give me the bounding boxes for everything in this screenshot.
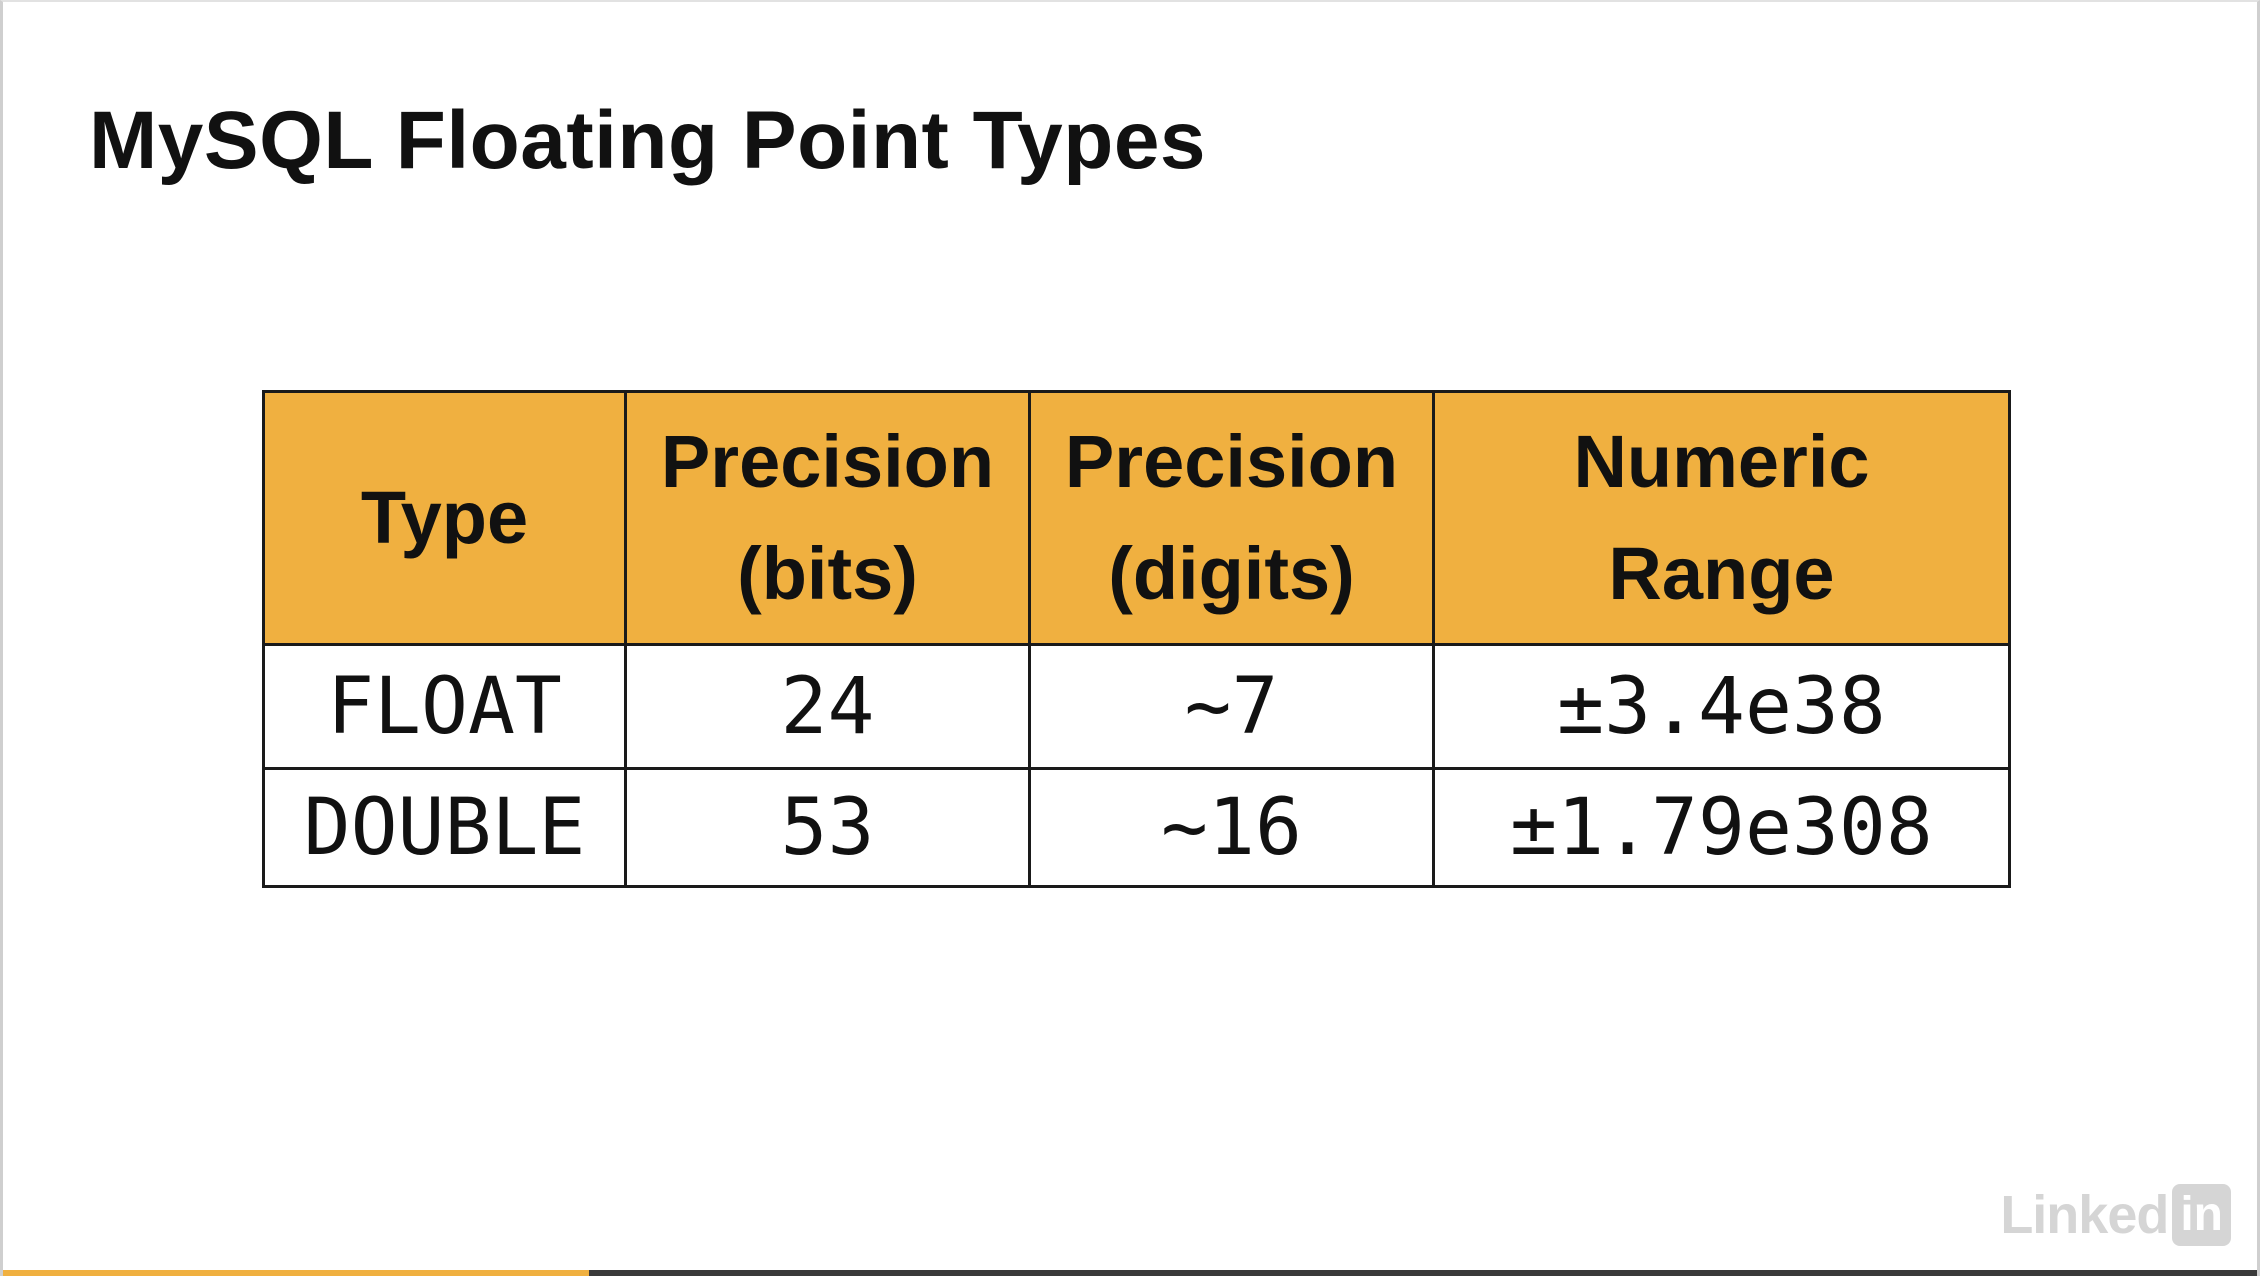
slide-title: MySQL Floating Point Types [89,95,1207,186]
linkedin-watermark: Linked in [2000,1184,2231,1246]
cell-precision-bits: 24 [624,643,1031,770]
header-precision-bits-line-1: Precision [660,420,995,503]
cell-precision-digits: ~7 [1028,643,1435,770]
cell-numeric-range: ±1.79e308 [1432,767,2011,888]
video-progress-fill [3,1270,590,1276]
cell-type: DOUBLE [262,767,627,888]
cell-precision-digits: ~16 [1028,767,1435,888]
floating-point-types-table: Type Precision (bits) Precision (digits)… [262,390,2011,888]
header-precision-bits: Precision (bits) [624,390,1031,646]
header-precision-digits-line-1: Precision [1064,420,1399,503]
header-numeric-range: Numeric Range [1432,390,2011,646]
video-progress-bar[interactable] [3,1270,2257,1276]
cell-type: FLOAT [262,643,627,770]
header-numeric-range-line-2: Range [1608,532,1835,615]
header-precision-digits: Precision (digits) [1028,390,1435,646]
linkedin-logo-text: Linked [2000,1185,2169,1245]
linkedin-in-badge: in [2172,1184,2231,1246]
header-type-line-1: Type [360,476,529,559]
table-row: DOUBLE 53 ~16 ±1.79e308 [262,767,2011,888]
cell-precision-bits: 53 [624,767,1031,888]
table-row: FLOAT 24 ~7 ±3.4e38 [262,643,2011,770]
cell-numeric-range: ±3.4e38 [1432,643,2011,770]
header-numeric-range-line-1: Numeric [1573,420,1870,503]
header-precision-bits-line-2: (bits) [737,532,918,615]
header-type: Type [262,390,627,646]
table-header-row: Type Precision (bits) Precision (digits)… [262,390,2011,646]
header-precision-digits-line-2: (digits) [1108,532,1355,615]
